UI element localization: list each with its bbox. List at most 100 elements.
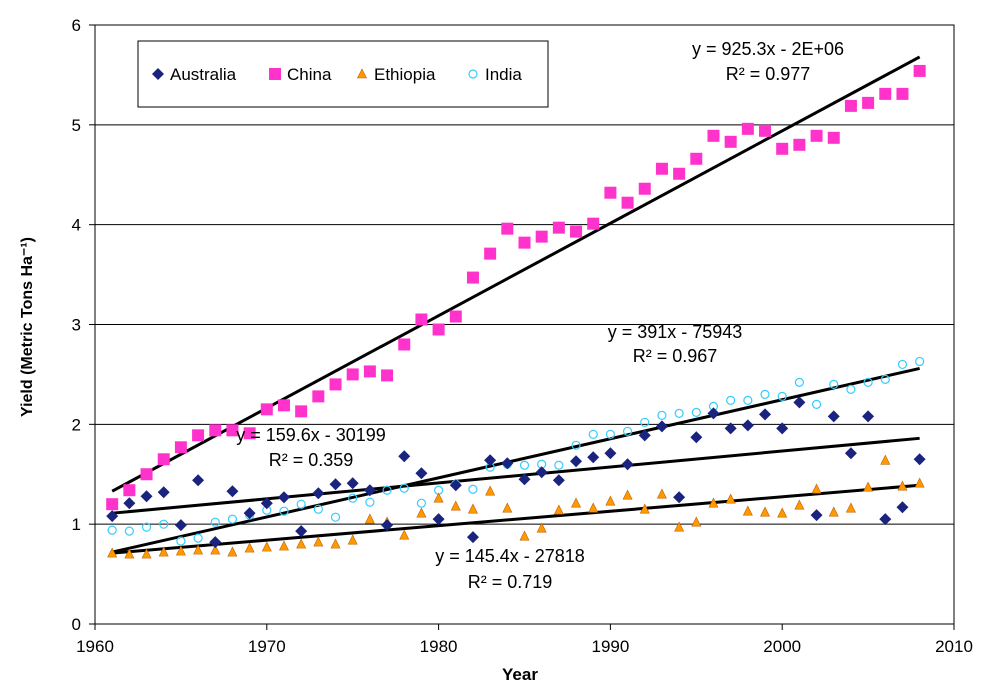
- point-india: [880, 374, 890, 385]
- point-ethiopia: [313, 536, 324, 547]
- legend-marker-china: [269, 68, 281, 80]
- point-india: [743, 395, 753, 405]
- point-china: [913, 64, 926, 77]
- point-ethiopia: [691, 516, 702, 527]
- point-ethiopia: [914, 477, 925, 488]
- y-tick-label: 2: [72, 415, 81, 434]
- point-australia: [106, 510, 119, 523]
- point-australia: [810, 509, 823, 522]
- legend-label-china: China: [287, 65, 332, 84]
- point-china: [329, 378, 342, 391]
- point-india: [794, 377, 804, 388]
- point-australia: [844, 447, 857, 460]
- point-ethiopia: [347, 534, 358, 545]
- equation-india: y = 391x - 75943: [608, 322, 743, 342]
- point-india: [846, 384, 856, 394]
- y-tick-label: 6: [72, 16, 81, 35]
- point-china: [123, 484, 136, 497]
- equation-ethiopia: y = 145.4x - 27818: [435, 546, 585, 566]
- point-india: [193, 533, 203, 543]
- r-squared-ethiopia: R² = 0.719: [468, 572, 553, 592]
- point-india: [657, 410, 667, 420]
- point-india: [897, 359, 908, 370]
- x-axis-label: Year: [502, 665, 538, 682]
- y-tick-label: 1: [72, 515, 81, 534]
- trendline-china: [111, 55, 921, 493]
- point-china: [759, 124, 772, 137]
- point-australia: [346, 477, 359, 490]
- point-china: [260, 403, 273, 416]
- point-china: [192, 429, 205, 442]
- point-australia: [174, 519, 187, 532]
- point-india: [141, 522, 152, 532]
- point-ethiopia: [571, 497, 582, 508]
- point-china: [398, 338, 411, 351]
- point-australia: [192, 474, 205, 487]
- point-china: [570, 225, 583, 238]
- x-tick-label: 1960: [76, 637, 114, 656]
- point-china: [501, 222, 514, 235]
- point-india: [640, 417, 650, 427]
- point-australia: [604, 447, 617, 460]
- point-india: [519, 460, 530, 470]
- point-ethiopia: [227, 546, 238, 557]
- point-ethiopia: [656, 488, 667, 499]
- point-australia: [466, 531, 479, 544]
- point-ethiopia: [622, 489, 633, 500]
- point-china: [363, 365, 376, 378]
- point-ethiopia: [811, 483, 822, 494]
- point-australia: [398, 450, 411, 463]
- point-india: [313, 504, 323, 514]
- point-ethiopia: [536, 522, 547, 533]
- point-india: [210, 517, 220, 527]
- point-australia: [690, 431, 703, 444]
- point-china: [793, 138, 806, 151]
- point-india: [622, 426, 633, 436]
- x-tick-label: 2000: [763, 637, 801, 656]
- point-australia: [552, 474, 565, 487]
- point-china: [535, 230, 548, 243]
- point-china: [277, 399, 290, 412]
- point-australia: [827, 410, 840, 423]
- point-china: [741, 122, 754, 135]
- point-india: [399, 483, 409, 493]
- point-china: [638, 182, 651, 195]
- point-china: [140, 468, 153, 481]
- point-india: [382, 485, 392, 495]
- point-australia: [329, 478, 342, 491]
- series-australia: [106, 396, 926, 549]
- point-australia: [707, 407, 720, 420]
- point-ethiopia: [828, 506, 839, 517]
- point-australia: [724, 422, 737, 435]
- point-china: [415, 313, 428, 326]
- legend: Australia China Ethiopia India: [137, 40, 549, 108]
- point-australia: [793, 396, 806, 409]
- legend-box: [137, 40, 549, 108]
- point-australia: [484, 454, 497, 467]
- legend-label-ethiopia: Ethiopia: [374, 65, 436, 84]
- point-india: [674, 408, 684, 418]
- axes: 0 1 2 3 4 5 6 1960 1970 1980 1990 2000 2010: [72, 16, 973, 656]
- point-ethiopia: [553, 504, 564, 515]
- point-ethiopia: [467, 503, 478, 514]
- series-ethiopia: [107, 454, 925, 559]
- point-ethiopia: [674, 521, 685, 532]
- point-australia: [295, 525, 308, 538]
- equation-australia: y = 159.6x - 30199: [236, 425, 386, 445]
- point-india: [863, 377, 873, 388]
- point-ethiopia: [450, 500, 461, 511]
- point-china: [106, 498, 119, 511]
- point-china: [690, 152, 703, 165]
- point-australia: [243, 507, 256, 520]
- x-tick-label: 1970: [248, 637, 286, 656]
- point-ethiopia: [588, 502, 599, 513]
- point-australia: [260, 497, 273, 510]
- point-ethiopia: [708, 497, 719, 508]
- point-australia: [209, 536, 222, 549]
- point-india: [588, 429, 598, 439]
- point-china: [226, 424, 239, 437]
- point-india: [605, 429, 616, 439]
- point-australia: [776, 422, 789, 435]
- point-india: [279, 506, 289, 516]
- point-india: [554, 460, 564, 470]
